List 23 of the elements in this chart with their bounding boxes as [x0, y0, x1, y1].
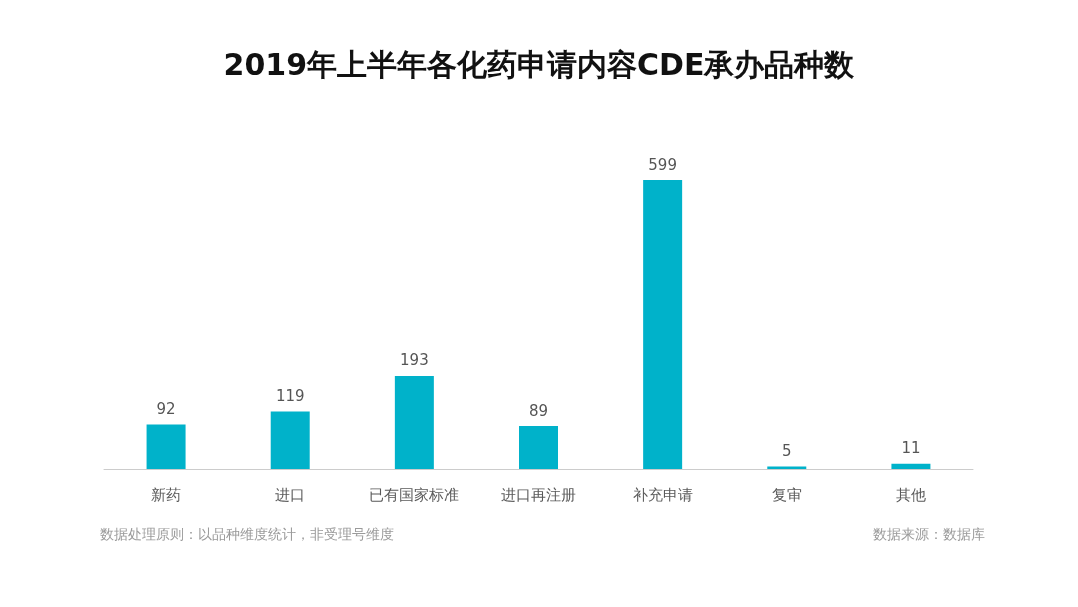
data-label: 599 [648, 155, 677, 174]
bar [519, 426, 558, 469]
x-tick-label: 进口 [275, 485, 306, 504]
data-label: 119 [275, 387, 305, 406]
data-label: 92 [156, 400, 176, 419]
data-label: 11 [901, 439, 921, 458]
x-tick-label: 进口再注册 [501, 485, 576, 504]
x-tick-label: 新药 [151, 485, 182, 504]
data-label: 5 [782, 442, 792, 461]
bar [146, 424, 186, 469]
source-note: 数据来源：数据库 [873, 526, 985, 542]
bar [891, 463, 931, 469]
x-tick-label: 复审 [771, 485, 802, 504]
bar [270, 411, 310, 469]
chart-title: 2019年上半年各化药申请内容CDE承办品种数 [223, 46, 856, 82]
x-tick-label: 补充申请 [632, 485, 693, 504]
x-tick-label: 其他 [895, 485, 926, 504]
data-label: 89 [528, 401, 549, 420]
bar [394, 375, 434, 469]
data-label: 193 [400, 351, 429, 370]
x-tick-label: 已有国家标准 [369, 485, 460, 504]
text: 数据处理原则：以品种维度统计，非受理号维度 [100, 526, 394, 542]
bar [643, 180, 683, 469]
